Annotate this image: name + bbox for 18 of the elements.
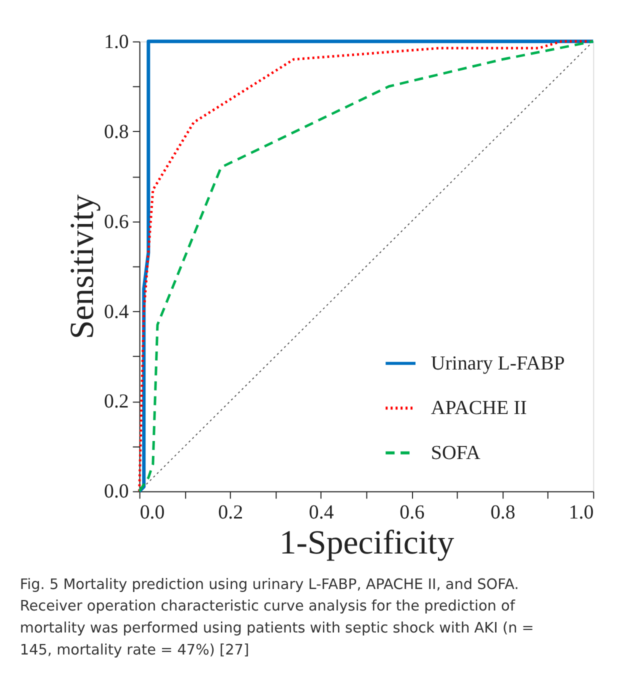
caption: Fig. 5 Mortality prediction using urinary L-FABP, APACHE II, and SOFA. Receiver operation characteristic curve analysis for the prediction of mortality was performed using patients with septic shock with AKI (n = 145, mortality rate = 47%) [27] xyxy=(20,576,534,658)
x-tick-label: 0.2 xyxy=(218,502,244,524)
y-tick-label: 1.0 xyxy=(104,30,129,53)
x-tick-label: 0.4 xyxy=(308,502,334,524)
legend-label: SOFA xyxy=(430,442,481,464)
y-tick-label: 0.6 xyxy=(104,210,129,233)
y-tick-label: 0.4 xyxy=(104,300,129,323)
y-tick-label: 0.0 xyxy=(104,480,129,503)
x-tick-label: 0.6 xyxy=(400,502,425,524)
x-axis-title: 1-Specificity xyxy=(279,524,454,562)
y-axis-title: Sensitivity xyxy=(64,194,102,340)
y-tick-label: 0.8 xyxy=(104,120,129,143)
legend-label: APACHE II xyxy=(430,397,527,420)
y-tick-label: 0.2 xyxy=(104,390,129,413)
x-tick-label: 0.8 xyxy=(490,502,516,524)
x-tick-label: 0.0 xyxy=(140,502,165,524)
legend-label: Urinary L-FABP xyxy=(430,352,565,374)
x-tick-label: 1.0 xyxy=(568,502,594,524)
